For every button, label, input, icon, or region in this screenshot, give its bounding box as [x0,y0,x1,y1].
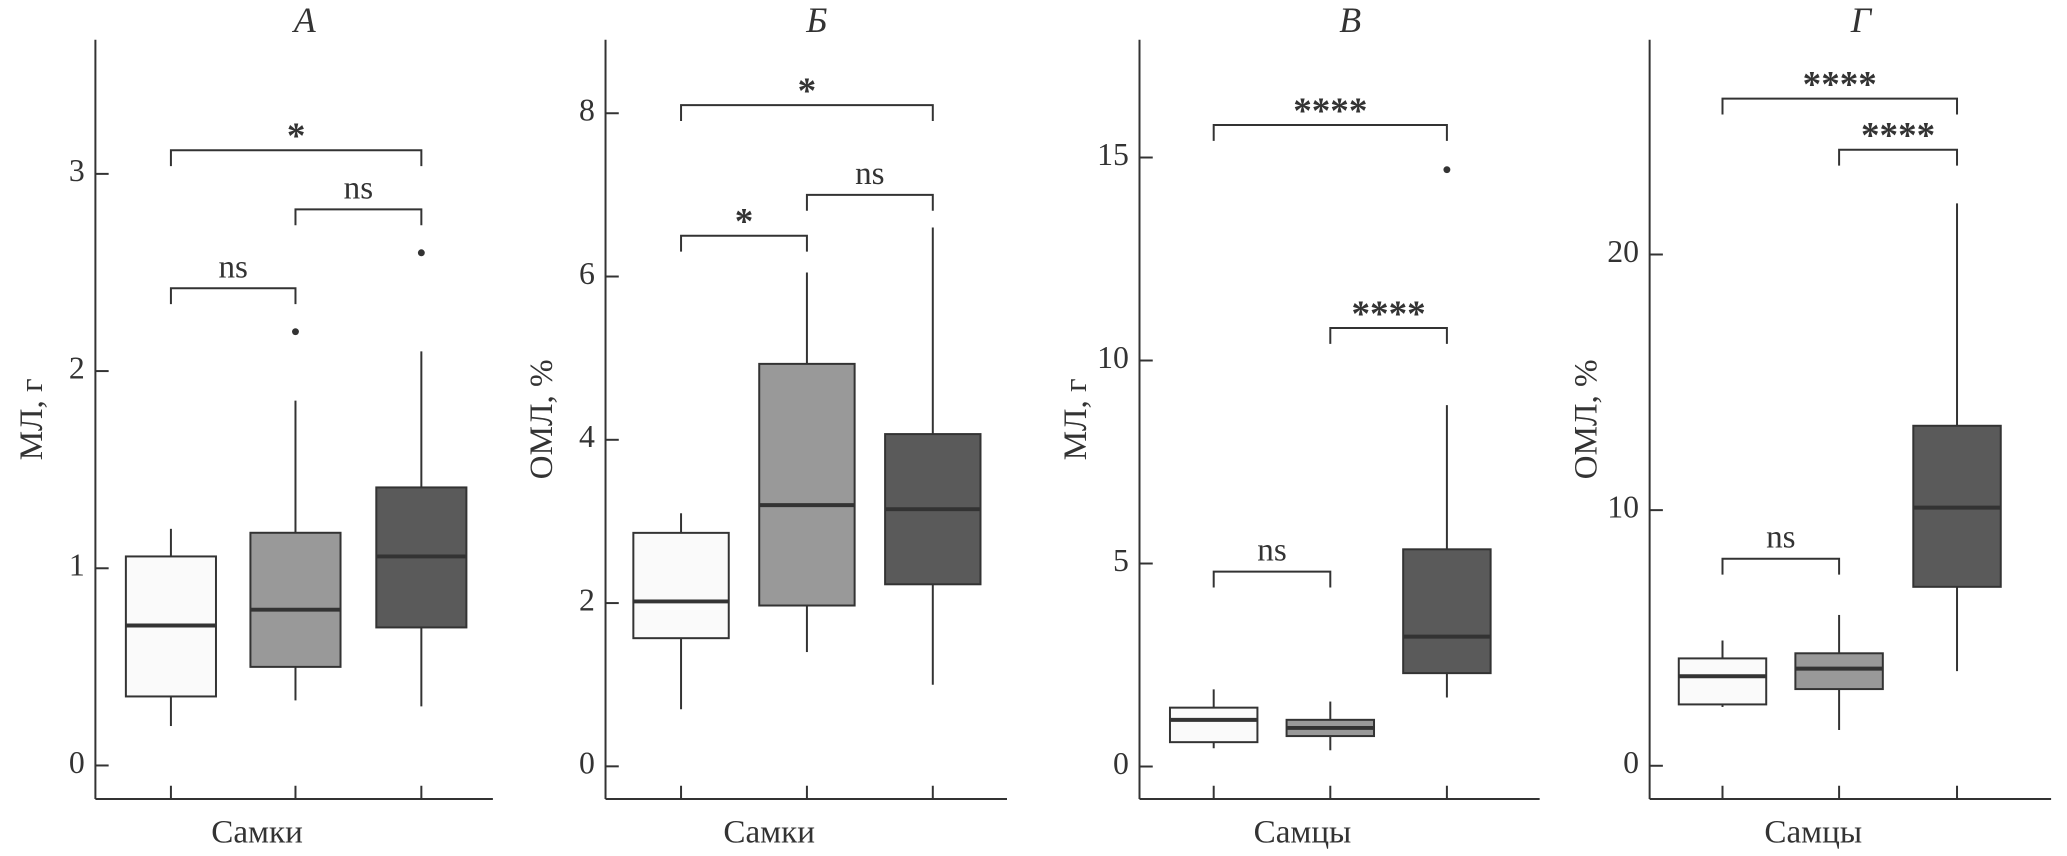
y-tick-label: 5 [1113,543,1129,578]
y-tick-label: 0 [579,746,595,781]
significance-bracket [294,208,423,226]
y-tick-label: 0 [69,745,85,780]
outlier [417,249,425,257]
y-axis-label: МЛ, г [13,378,50,460]
significance-bracket [1329,327,1448,344]
significance-label: ns [344,169,373,206]
y-axis-label: ОМЛ, % [1567,359,1604,479]
panel-title: Б [805,0,827,40]
significance-label: * [798,71,817,112]
box [1168,706,1259,744]
y-tick-label: 0 [1623,745,1639,780]
outlier [1443,166,1451,174]
y-axis-label: МЛ, г [1057,378,1094,460]
y-tick-label: 15 [1097,137,1129,172]
box [758,362,856,607]
y-tick-label: 3 [69,153,85,188]
box [1794,652,1884,691]
x-axis-label: Самки [723,813,815,850]
y-tick-label: 10 [1607,489,1639,524]
significance-bracket [1838,148,1959,166]
y-axis-label: ОМЛ, % [523,359,560,479]
panel-title: Г [1850,0,1873,40]
y-tick-label: 2 [579,582,595,617]
outlier [292,328,299,336]
x-axis-label: Самцы [1764,813,1862,850]
y-tick-label: 8 [579,93,595,128]
significance-bracket [680,104,934,121]
y-tick-label: 6 [579,256,595,291]
y-tick-label: 0 [1113,746,1129,781]
x-axis-label: Самцы [1254,813,1352,850]
y-tick-label: 20 [1607,234,1639,269]
significance-bracket [1212,570,1332,588]
significance-label: ns [1766,519,1795,556]
y-tick-label: 4 [579,419,595,454]
y-tick-label: 2 [69,350,85,385]
significance-bracket [805,193,934,211]
box [249,531,342,668]
panel-title: В [1339,0,1361,40]
significance-label: **** [1803,64,1877,105]
x-axis-label: Самки [211,813,303,850]
significance-label: **** [1352,294,1426,335]
significance-bracket [169,287,297,305]
panel-title: А [292,0,316,40]
significance-bracket [1721,557,1841,575]
significance-label: **** [1861,116,1935,157]
box [632,531,730,640]
box [1402,548,1492,675]
significance-label: ns [855,155,884,192]
significance-label: * [735,202,754,243]
significance-label: * [287,116,306,157]
y-tick-label: 10 [1097,340,1129,375]
box [1677,657,1768,706]
significance-bracket [169,149,423,167]
y-tick-label: 1 [69,548,85,583]
significance-bracket [1212,124,1448,141]
significance-label: ns [1257,532,1286,569]
significance-label: **** [1293,91,1367,132]
significance-label: ns [218,248,247,285]
significance-bracket [680,234,808,252]
significance-bracket [1721,97,1959,115]
